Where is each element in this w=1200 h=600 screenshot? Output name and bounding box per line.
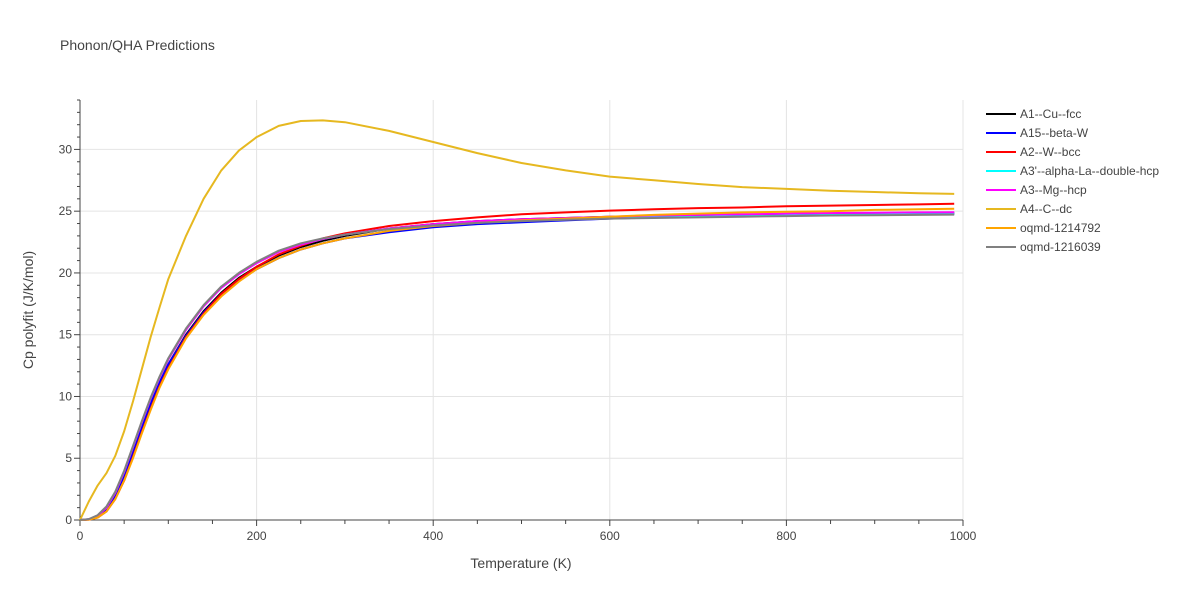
y-tick-label: 15 (59, 328, 73, 342)
legend-label: oqmd-1216039 (1020, 240, 1101, 254)
y-tick-label: 10 (59, 389, 73, 403)
legend-label: A3--Mg--hcp (1020, 183, 1087, 197)
grid-lines (80, 100, 964, 520)
y-tick-label: 5 (65, 451, 72, 465)
x-tick-label: 0 (77, 529, 84, 543)
axes: 0 5 10 15 20 25 30 0 200 400 600 800 1000 (59, 99, 977, 543)
series-line-2[interactable] (79, 202, 955, 521)
series-line-1[interactable] (79, 213, 955, 521)
series-line-5[interactable] (79, 119, 955, 521)
legend-item[interactable]: A2--W--bcc (986, 145, 1080, 159)
series-line-0[interactable] (79, 211, 955, 521)
series-line-6[interactable] (79, 207, 955, 521)
chart-title: Phonon/QHA Predictions (60, 37, 215, 53)
legend-item[interactable]: oqmd-1214792 (986, 221, 1101, 235)
legend-item[interactable]: A3--Mg--hcp (986, 183, 1087, 197)
y-axis-label: Cp polyfit (J/K/mol) (20, 251, 36, 369)
legend-label: A1--Cu--fcc (1020, 107, 1081, 121)
legend-item[interactable]: A15--beta-W (986, 126, 1089, 140)
series-lines (79, 119, 955, 521)
x-tick-label: 800 (776, 529, 796, 543)
legend-label: oqmd-1214792 (1020, 221, 1101, 235)
legend-item[interactable]: oqmd-1216039 (986, 240, 1101, 254)
x-axis-label: Temperature (K) (470, 555, 571, 571)
y-tick-label: 30 (59, 142, 73, 156)
legend-label: A15--beta-W (1020, 126, 1089, 140)
series-line-7[interactable] (79, 213, 955, 521)
legend[interactable]: A1--Cu--fcc A15--beta-W A2--W--bcc A3'--alp… (986, 107, 1159, 254)
legend-label: A4--C--dc (1020, 202, 1072, 216)
x-tick-label: 1000 (950, 529, 977, 543)
legend-item[interactable]: A4--C--dc (986, 202, 1072, 216)
y-tick-label: 0 (65, 513, 72, 527)
legend-label: A3'--alpha-La--double-hcp (1020, 164, 1159, 178)
x-tick-label: 400 (423, 529, 443, 543)
series-line-4[interactable] (79, 211, 955, 521)
legend-label: A2--W--bcc (1020, 145, 1080, 159)
y-tick-label: 20 (59, 266, 73, 280)
legend-item[interactable]: A1--Cu--fcc (986, 107, 1081, 121)
x-tick-label: 200 (247, 529, 267, 543)
y-tick-label: 25 (59, 204, 73, 218)
legend-item[interactable]: A3'--alpha-La--double-hcp (986, 164, 1159, 178)
series-line-3[interactable] (79, 213, 955, 521)
x-tick-label: 600 (600, 529, 620, 543)
